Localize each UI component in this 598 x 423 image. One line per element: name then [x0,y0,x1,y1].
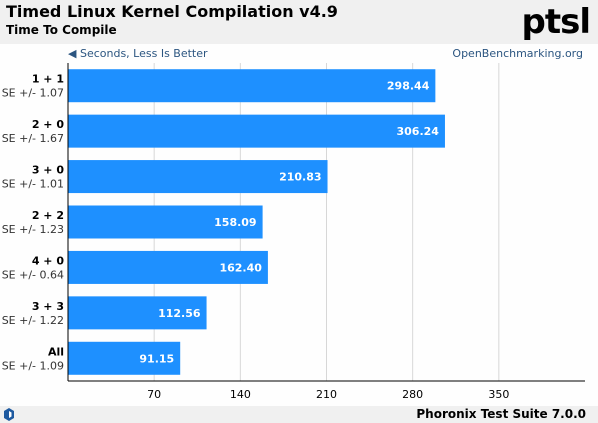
x-tick-label-0: 70 [147,388,161,401]
category-label-4: 4 + 0 [32,254,65,267]
se-label-1: SE +/- 1.67 [2,132,64,145]
bar-5 [68,296,207,330]
x-tick-label-1: 140 [230,388,251,401]
se-label-3: SE +/- 1.23 [2,223,64,236]
bar-value-label-4: 162.40 [219,261,262,274]
bar-value-label-1: 306.24 [397,125,440,138]
bar-value-label-6: 91.15 [139,352,174,365]
bar-2 [68,160,328,194]
bar-value-label-3: 158.09 [214,216,256,229]
category-label-6: All [48,345,64,358]
source-note: OpenBenchmarking.org [452,47,583,60]
se-label-0: SE +/- 1.07 [2,87,64,100]
x-tick-label-3: 280 [402,388,423,401]
bar-value-label-0: 298.44 [387,80,430,93]
se-label-2: SE +/- 1.01 [2,178,64,191]
bar-1 [68,114,445,148]
chart-subtitle: Time To Compile [6,23,117,37]
category-label-0: 1 + 1 [32,73,64,86]
se-label-5: SE +/- 1.22 [2,314,64,327]
bar-value-label-5: 112.56 [158,307,201,320]
category-label-3: 2 + 2 [32,209,64,222]
footer-text: Phoronix Test Suite 7.0.0 [416,407,586,421]
category-label-1: 2 + 0 [32,118,65,131]
direction-note: ◀ Seconds, Less Is Better [68,47,208,60]
bar-6 [68,341,181,375]
bar-0 [68,69,436,103]
bar-4 [68,250,268,284]
chart-header: Timed Linux Kernel Compilation v4.9 Time… [0,0,598,44]
bar-layer [68,69,445,375]
tick-layer: 70 140 210 280 350 [147,388,509,401]
se-label-6: SE +/- 1.09 [2,359,64,372]
pts-footer-icon [4,408,14,421]
se-label-4: SE +/- 0.64 [2,268,64,281]
chart-title: Timed Linux Kernel Compilation v4.9 [6,2,338,21]
x-tick-label-2: 210 [316,388,337,401]
bar-value-label-2: 210.83 [279,171,321,184]
x-tick-label-4: 350 [488,388,509,401]
bar-3 [68,205,263,239]
category-label-5: 3 + 3 [32,300,64,313]
category-label-2: 3 + 0 [32,164,65,177]
chart-footer: Phoronix Test Suite 7.0.0 [0,406,598,423]
pts-logo: ptsl [521,2,591,42]
